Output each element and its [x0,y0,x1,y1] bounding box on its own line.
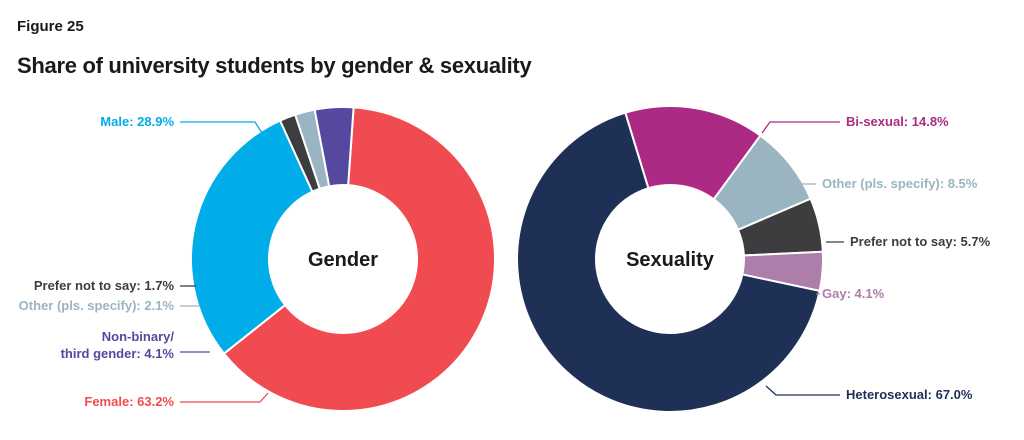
slice-female [222,106,496,412]
slice-non-binary-third-gender [313,106,355,188]
leader-line-female [180,392,269,403]
figure-label: Figure 25 [17,18,84,35]
label-non-binary-third-gender: Non-binary/third gender: 4.1% [61,329,175,361]
label-line: Non-binary/ [102,329,175,344]
center-label: Gender [308,249,378,271]
center-label: Sexuality [626,249,715,271]
label-other-pls-specify: Other (pls. specify): 2.1% [19,298,175,313]
label-prefer-not-to-say: Prefer not to say: 1.7% [34,278,175,293]
label-prefer-not-to-say: Prefer not to say: 5.7% [850,234,991,249]
label-female: Female: 63.2% [84,394,174,409]
label-line: Heterosexual: 67.0% [846,387,973,402]
leader-line-bi-sexual [761,121,840,134]
label-line: Prefer not to say: 1.7% [34,278,175,293]
label-male: Male: 28.9% [100,114,174,129]
label-heterosexual: Heterosexual: 67.0% [846,387,973,402]
slice-male [190,119,314,355]
label-line: Male: 28.9% [100,114,174,129]
label-gay: Gay: 4.1% [822,286,885,301]
label-line: third gender: 4.1% [61,346,175,361]
label-line: Other (pls. specify): 2.1% [19,298,175,313]
label-line: Bi-sexual: 14.8% [846,114,949,129]
gender-donut-chart: Female: 63.2% Male: 28.9% Prefer not to sa… [19,106,496,412]
sexuality-donut-chart: Bi-sexual: 14.8% Other (pls. specify): 8.… [516,105,991,413]
leader-line-male [180,121,263,134]
label-other-pls-specify: Other (pls. specify): 8.5% [822,176,978,191]
label-line: Prefer not to say: 5.7% [850,234,991,249]
label-line: Gay: 4.1% [822,286,885,301]
label-bi-sexual: Bi-sexual: 14.8% [846,114,949,129]
label-line: Female: 63.2% [84,394,174,409]
chart-title: Share of university students by gender &… [17,53,532,78]
slice-heterosexual [516,111,821,413]
leader-line-heterosexual [765,385,840,396]
label-line: Other (pls. specify): 8.5% [822,176,978,191]
